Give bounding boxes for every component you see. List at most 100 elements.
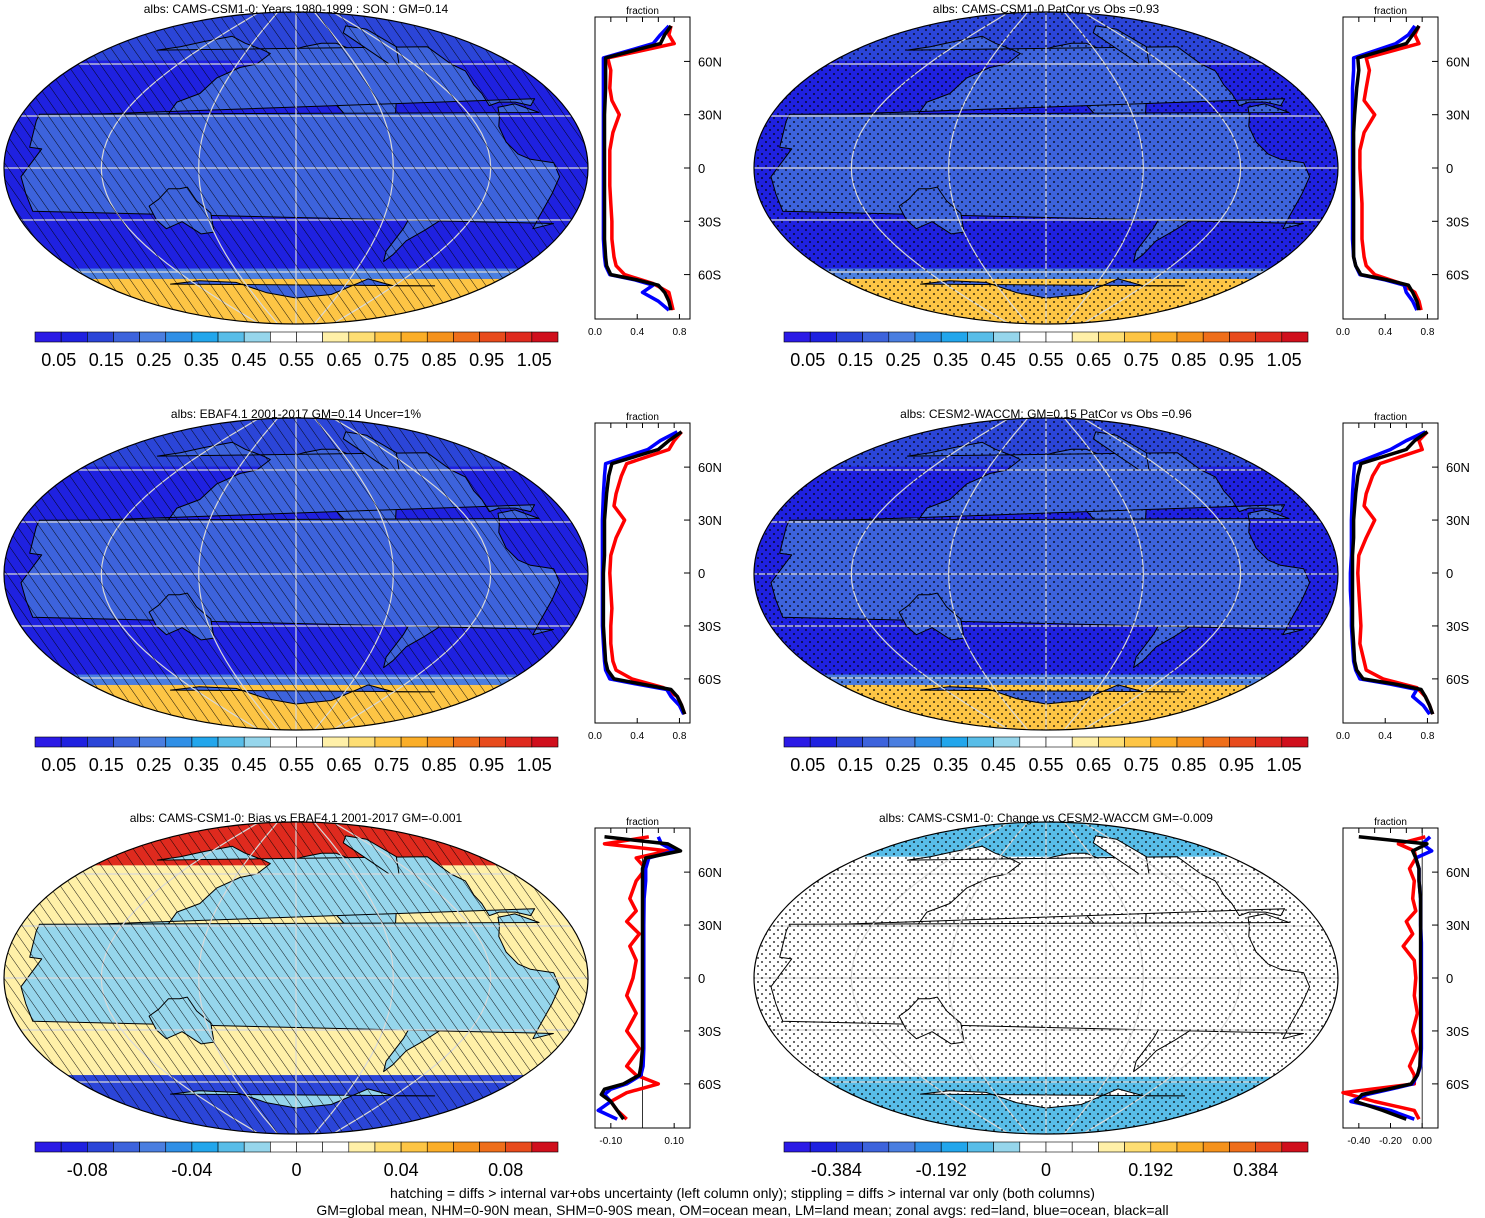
colorbar-box	[217, 1141, 245, 1153]
colorbar-tick-label: 0.45	[981, 755, 1016, 775]
map-outline	[753, 11, 1339, 325]
colorbar-tick-label: 1.05	[517, 350, 552, 370]
colorbar-tick-label: 0.15	[838, 755, 873, 775]
colorbar-tick-label: -0.384	[811, 1160, 862, 1180]
colorbar-box	[809, 331, 837, 343]
colorbar-box	[783, 331, 811, 343]
map-field	[754, 822, 1338, 1134]
zonal-series-all	[601, 430, 687, 715]
colorbar: -0.384 -0.192 0 0.192 0.384	[783, 1141, 1309, 1180]
colorbar-box	[426, 1141, 454, 1153]
zonal-x-tick-label: 0.4	[630, 731, 644, 742]
colorbar-box	[1098, 736, 1125, 748]
colorbar-box	[505, 736, 533, 748]
colorbar-box	[374, 331, 402, 343]
colorbar-tick-label: 0.192	[1128, 1160, 1173, 1180]
zonal-x-tick-label: -0.40	[1347, 1136, 1370, 1147]
colorbar-box	[217, 736, 245, 748]
zonal-lat-label: 30N	[698, 918, 722, 933]
colorbar-box	[453, 331, 480, 343]
colorbar-tick-label: 0.55	[1028, 350, 1063, 370]
colorbar-box	[1281, 1141, 1309, 1153]
hatching-overlay	[4, 12, 588, 324]
colorbar-box	[348, 736, 376, 748]
zonal-lat-label: 60N	[698, 460, 722, 475]
map-panel: albs: CAMS-CSM1-0: Bias vs EBAF4.1 2001-…	[3, 811, 589, 1135]
colorbar-box	[531, 736, 559, 748]
zonal-lat-label: 60S	[1446, 268, 1469, 283]
colorbar-box	[322, 736, 350, 748]
zonal-lat-label: 30S	[1446, 1024, 1469, 1039]
zonal-xlabel: fraction	[1374, 6, 1407, 17]
colorbar-box	[1098, 331, 1125, 343]
zonal-lat-label: 0	[698, 566, 705, 581]
colorbar-tick-label: 0.85	[1171, 755, 1206, 775]
colorbar-tick-label: 0.35	[933, 755, 968, 775]
colorbar-tick-label: -0.192	[916, 1160, 967, 1180]
colorbar-box	[967, 1141, 994, 1153]
colorbar-tick-label: 0.15	[89, 755, 124, 775]
colorbar-box	[809, 736, 837, 748]
colorbar-box	[270, 331, 297, 343]
zonal-x-tick-label: 0.00	[1412, 1136, 1432, 1147]
zonal-lat-label: 60N	[1446, 460, 1470, 475]
colorbar-box	[940, 1141, 968, 1153]
colorbar-box	[322, 1141, 350, 1153]
map-panel: albs: CAMS-CSM1-0 PatCor vs Obs =0.93	[753, 2, 1339, 325]
map-field	[4, 822, 588, 1134]
colorbar: 0.05 0.15 0.25 0.35 0.45 0.55 0.65 0.75 0.85 0.95…	[34, 736, 559, 775]
colorbar-tick-label: 0.75	[1124, 350, 1159, 370]
map-panel: albs: EBAF4.1 2001-2017 GM=0.14 Uncer=1%	[3, 407, 589, 731]
colorbar-box	[1098, 1141, 1125, 1153]
colorbar-box	[270, 736, 297, 748]
colorbar-tick-label: 0.75	[1124, 755, 1159, 775]
colorbar-box	[1150, 736, 1178, 748]
colorbar-tick-label: 0.85	[422, 755, 457, 775]
colorbar-box	[1150, 1141, 1178, 1153]
colorbar-box	[1202, 736, 1230, 748]
colorbar-box	[1202, 1141, 1230, 1153]
zonal-xlabel: fraction	[1374, 412, 1407, 423]
colorbar-box	[940, 331, 968, 343]
zonal-lat-label: 0	[1446, 566, 1453, 581]
colorbar-tick-label: 0.65	[1076, 350, 1111, 370]
colorbar-tick-label: 0.45	[231, 350, 266, 370]
zonal-x-tick-label: 0.4	[1378, 731, 1392, 742]
colorbar-box	[1045, 736, 1073, 748]
colorbar: 0.05 0.15 0.25 0.35 0.45 0.55 0.65 0.75 0.85 0.95…	[34, 331, 559, 370]
colorbar-box	[1229, 1141, 1256, 1153]
colorbar-tick-label: 0.65	[327, 350, 362, 370]
colorbar-box	[836, 736, 863, 748]
colorbar-box	[1176, 331, 1204, 343]
zonal-x-tick-label: 0.10	[664, 1136, 684, 1147]
colorbar-box	[1150, 331, 1178, 343]
panel-title: albs: CAMS-CSM1-0: Change vs CESM2-WACCM…	[879, 811, 1213, 825]
colorbar-tick-label: 0.65	[1076, 755, 1111, 775]
colorbar-box	[1045, 1141, 1073, 1153]
zonal-xlabel: fraction	[626, 6, 659, 17]
colorbar-tick-label: 0.35	[933, 350, 968, 370]
colorbar-box	[1176, 736, 1204, 748]
colorbar-box	[862, 331, 890, 343]
map-panel: albs: CESM2-WACCM: GM=0.15 PatCor vs Obs…	[753, 407, 1339, 731]
colorbar-box	[888, 331, 916, 343]
colorbar-box	[426, 736, 454, 748]
colorbar-box	[453, 1141, 480, 1153]
colorbar-box	[165, 1141, 193, 1153]
colorbar-box	[1019, 331, 1047, 343]
panel-title: albs: EBAF4.1 2001-2017 GM=0.14 Uncer=1%	[171, 407, 421, 421]
colorbar-tick-label: 0.384	[1233, 1160, 1278, 1180]
panel-title: albs: CAMS-CSM1-0: Bias vs EBAF4.1 2001-…	[130, 811, 463, 825]
map-field	[4, 418, 588, 730]
colorbar-box	[139, 736, 167, 748]
zonal-series-all	[599, 835, 683, 1121]
colorbar-box	[1255, 1141, 1283, 1153]
zonal-lat-label: 60S	[698, 672, 721, 687]
colorbar-tick-label: 0.75	[374, 350, 409, 370]
colorbar-tick-label: 1.05	[1267, 350, 1302, 370]
colorbar-tick-label: 0.05	[790, 755, 825, 775]
colorbar-box	[87, 1141, 114, 1153]
map-outline	[753, 417, 1339, 731]
zonal-xlabel: fraction	[1374, 817, 1407, 828]
colorbar-box	[296, 736, 323, 748]
